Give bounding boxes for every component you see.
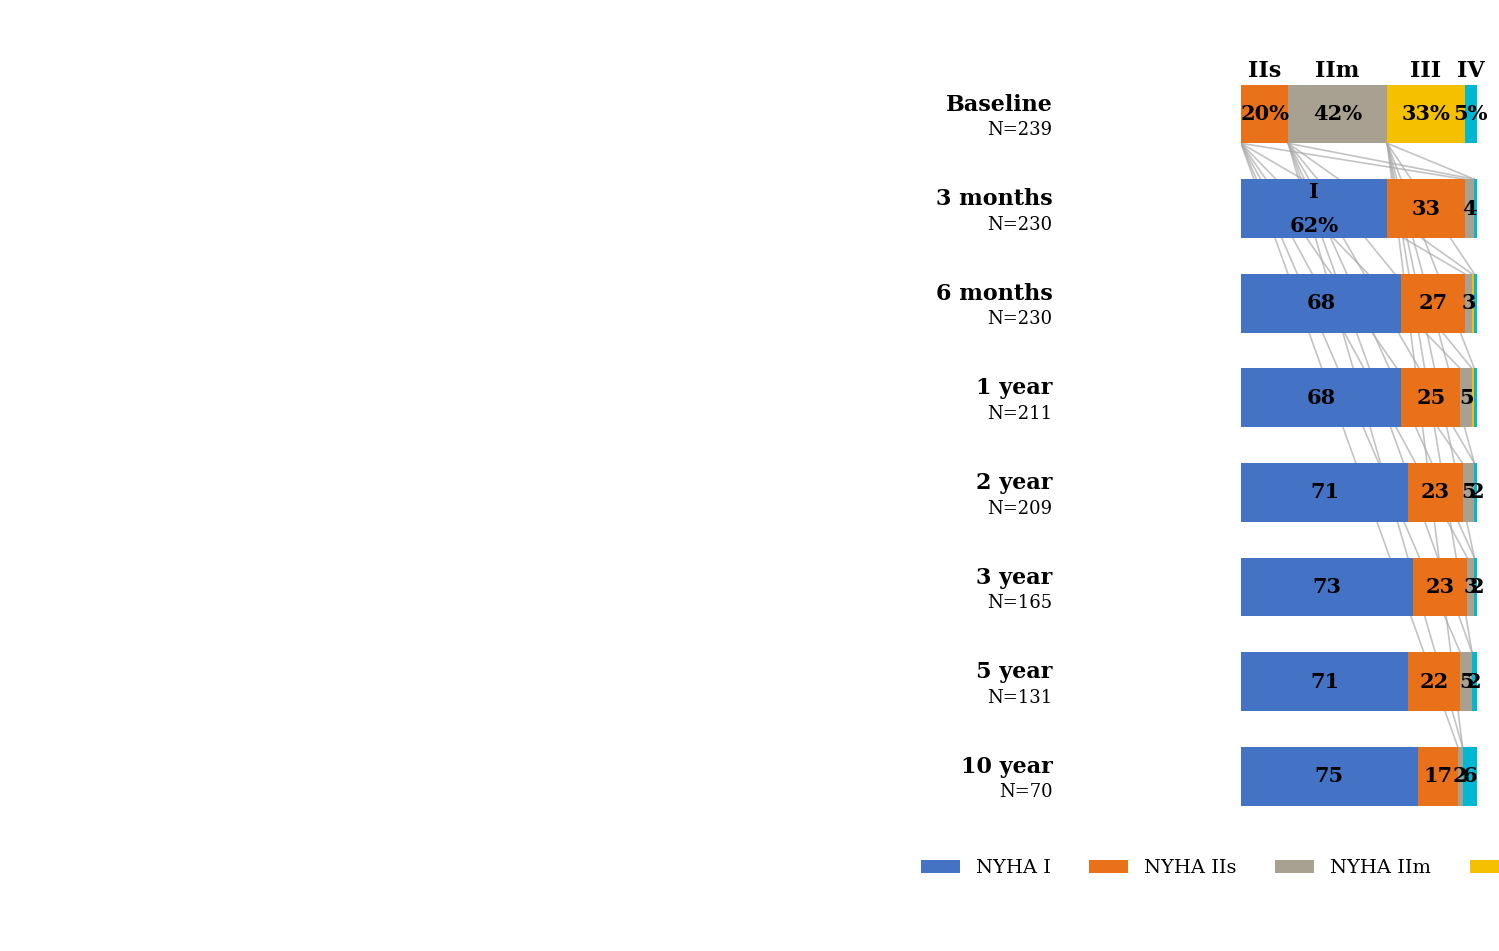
Bar bbox=[1463, 747, 1477, 805]
Text: 17: 17 bbox=[1423, 767, 1453, 786]
Bar bbox=[1475, 274, 1477, 333]
Text: 71: 71 bbox=[1310, 671, 1339, 691]
Text: 10 year: 10 year bbox=[961, 756, 1052, 778]
Text: 23: 23 bbox=[1421, 482, 1450, 502]
Text: IIs: IIs bbox=[1249, 60, 1282, 82]
Text: 3 year: 3 year bbox=[976, 567, 1052, 589]
Bar bbox=[1241, 747, 1418, 805]
Text: 4: 4 bbox=[1463, 199, 1477, 219]
Text: 6 months: 6 months bbox=[935, 282, 1052, 304]
Bar bbox=[1241, 179, 1387, 238]
Bar bbox=[1241, 652, 1409, 711]
Text: 20%: 20% bbox=[1240, 104, 1289, 124]
Bar bbox=[1241, 274, 1402, 333]
Text: 5: 5 bbox=[1462, 482, 1475, 502]
Text: N=209: N=209 bbox=[988, 499, 1052, 517]
Bar bbox=[1241, 557, 1414, 616]
Bar bbox=[1414, 557, 1468, 616]
Text: N=239: N=239 bbox=[988, 121, 1052, 139]
Text: 3: 3 bbox=[1463, 577, 1478, 597]
Bar bbox=[1402, 274, 1465, 333]
Bar bbox=[1465, 274, 1472, 333]
Bar bbox=[1475, 557, 1480, 616]
Bar bbox=[1465, 85, 1477, 144]
Bar bbox=[1241, 368, 1402, 427]
Text: 5: 5 bbox=[1459, 671, 1474, 691]
Bar bbox=[1475, 463, 1480, 522]
Text: 68: 68 bbox=[1307, 388, 1336, 408]
Bar bbox=[1409, 463, 1463, 522]
Bar bbox=[1402, 368, 1460, 427]
Text: 27: 27 bbox=[1418, 293, 1448, 313]
Text: N=165: N=165 bbox=[988, 594, 1052, 612]
Bar bbox=[1472, 274, 1475, 333]
Text: 1 year: 1 year bbox=[976, 378, 1052, 399]
Text: 25: 25 bbox=[1417, 388, 1445, 408]
Text: 6: 6 bbox=[1463, 767, 1477, 786]
Bar bbox=[1288, 85, 1387, 144]
Text: N=70: N=70 bbox=[998, 784, 1052, 802]
Text: 33%: 33% bbox=[1402, 104, 1451, 124]
Text: 2: 2 bbox=[1469, 482, 1484, 502]
Text: IIm: IIm bbox=[1316, 60, 1360, 82]
Text: 42%: 42% bbox=[1313, 104, 1363, 124]
Text: 2 year: 2 year bbox=[976, 472, 1052, 494]
Text: 3: 3 bbox=[1462, 293, 1475, 313]
Text: 23: 23 bbox=[1426, 577, 1454, 597]
Text: 22: 22 bbox=[1420, 671, 1450, 691]
Text: N=131: N=131 bbox=[988, 689, 1052, 707]
Text: Baseline: Baseline bbox=[946, 93, 1052, 115]
Text: N=230: N=230 bbox=[988, 216, 1052, 234]
Bar bbox=[1460, 652, 1472, 711]
Text: 5: 5 bbox=[1459, 388, 1474, 408]
Text: N=211: N=211 bbox=[988, 405, 1052, 423]
Bar bbox=[1463, 463, 1475, 522]
Text: 5%: 5% bbox=[1454, 104, 1489, 124]
Legend: NYHA I, NYHA IIs, NYHA IIm, NYHA III, NYHA IV: NYHA I, NYHA IIs, NYHA IIm, NYHA III, NY… bbox=[913, 852, 1499, 885]
Bar bbox=[1465, 179, 1475, 238]
Text: 33: 33 bbox=[1412, 199, 1441, 219]
Bar bbox=[1387, 179, 1465, 238]
Bar bbox=[1460, 368, 1472, 427]
Text: N=230: N=230 bbox=[988, 310, 1052, 328]
Bar bbox=[1475, 368, 1477, 427]
Bar bbox=[1241, 85, 1288, 144]
Text: 75: 75 bbox=[1315, 767, 1345, 786]
Bar bbox=[1418, 747, 1459, 805]
Text: 2: 2 bbox=[1469, 577, 1484, 597]
Text: 3 months: 3 months bbox=[935, 188, 1052, 210]
Text: IV: IV bbox=[1457, 60, 1484, 82]
Bar bbox=[1475, 179, 1477, 238]
Bar bbox=[1409, 652, 1460, 711]
Bar bbox=[1387, 85, 1465, 144]
Text: I: I bbox=[1309, 182, 1319, 202]
Bar bbox=[1241, 463, 1409, 522]
Text: 68: 68 bbox=[1307, 293, 1336, 313]
Text: 71: 71 bbox=[1310, 482, 1339, 502]
Text: III: III bbox=[1411, 60, 1442, 82]
Bar bbox=[1472, 368, 1475, 427]
Bar bbox=[1472, 652, 1477, 711]
Bar bbox=[1459, 747, 1463, 805]
Text: 62%: 62% bbox=[1289, 216, 1339, 236]
Text: 73: 73 bbox=[1313, 577, 1342, 597]
Text: 5 year: 5 year bbox=[976, 661, 1052, 683]
Bar bbox=[1468, 557, 1475, 616]
Text: 2: 2 bbox=[1468, 671, 1481, 691]
Text: 2: 2 bbox=[1453, 767, 1468, 786]
